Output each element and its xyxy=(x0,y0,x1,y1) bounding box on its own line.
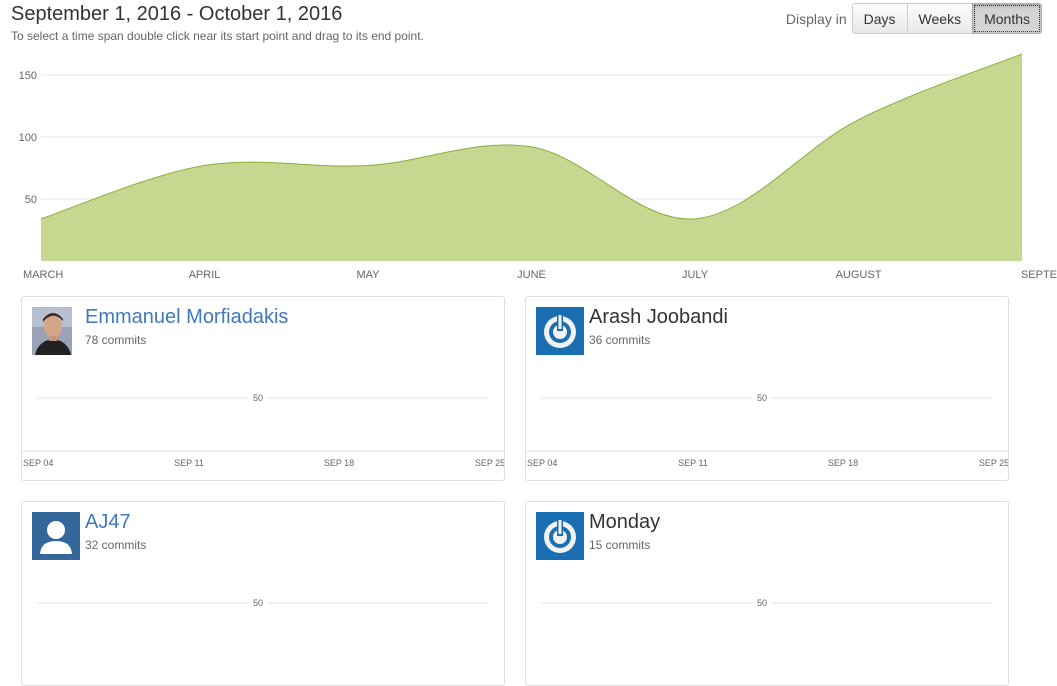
commit-count: 32 commits xyxy=(85,538,147,552)
x-tick-label: SEP 11 xyxy=(174,458,204,468)
contributor-name: Monday xyxy=(589,511,661,533)
contributor-mini-chart: 50 SEP 04 SEP 11 SEP 18 SEP 25 xyxy=(22,390,504,468)
x-tick-label: SEP 11 xyxy=(678,458,708,468)
commits-area-chart[interactable]: 50 100 150 MARCH APRIL MAY JUNE JULY AUGUST SEPTE xyxy=(0,44,1057,286)
days-button[interactable]: Days xyxy=(851,3,908,34)
x-tick-label: SEPTE xyxy=(1021,269,1057,281)
time-span-hint: To select a time span double click near … xyxy=(11,29,424,43)
power-icon xyxy=(536,307,584,355)
commit-count: 36 commits xyxy=(589,333,651,347)
x-tick-label: SEP 18 xyxy=(828,458,858,468)
contributor-card: 50 Monday 15 commits xyxy=(525,501,1009,686)
avatar xyxy=(536,307,584,355)
contributor-card: 50 AJ47 32 commits xyxy=(21,501,505,686)
y-tick-label: 150 xyxy=(19,70,37,82)
contributor-mini-chart: 50 SEP 04 SEP 11 SEP 18 SEP 25 xyxy=(526,390,1008,468)
user-photo-icon xyxy=(32,307,72,355)
gridline-label-bg xyxy=(248,595,268,609)
x-tick-label: SEP 25 xyxy=(979,458,1008,468)
x-tick-label: APRIL xyxy=(189,269,221,281)
date-range-title: September 1, 2016 - October 1, 2016 xyxy=(11,3,343,25)
gridline-label: 50 xyxy=(253,393,263,403)
display-in-label: Display in xyxy=(785,10,847,27)
contributor-card: 50 SEP 04 SEP 11 SEP 18 SEP 25 Emmanuel … xyxy=(21,296,505,481)
gridline-label-bg xyxy=(752,390,772,404)
x-tick-label: MARCH xyxy=(23,269,63,281)
y-tick-label: 50 xyxy=(25,194,37,206)
x-tick-label: JUNE xyxy=(517,269,546,281)
contributor-mini-chart: 50 xyxy=(37,595,489,609)
commits-area xyxy=(41,53,1022,261)
gridline-label: 50 xyxy=(757,598,767,608)
x-tick-label: SEP 18 xyxy=(324,458,354,468)
contributor-name-link[interactable]: AJ47 xyxy=(85,511,131,533)
avatar xyxy=(536,512,584,560)
months-button[interactable]: Months xyxy=(972,3,1042,34)
gridline-label-bg xyxy=(752,595,772,609)
x-tick-label: SEP 04 xyxy=(23,458,53,468)
gridline-label: 50 xyxy=(757,393,767,403)
contributor-mini-chart: 50 xyxy=(541,595,993,609)
avatar[interactable] xyxy=(32,307,80,355)
power-icon xyxy=(536,512,584,560)
x-tick-label: SEP 25 xyxy=(475,458,504,468)
period-button-group: Days Weeks Months xyxy=(851,3,1042,34)
x-tick-label: AUGUST xyxy=(836,269,882,281)
x-tick-label: SEP 04 xyxy=(527,458,557,468)
commit-count: 15 commits xyxy=(589,538,651,552)
default-user-icon xyxy=(32,512,80,560)
gridline-label: 50 xyxy=(253,598,263,608)
contributor-name: Arash Joobandi xyxy=(589,306,728,328)
x-tick-label: MAY xyxy=(356,269,380,281)
avatar[interactable] xyxy=(32,512,80,560)
commits-line xyxy=(40,53,1023,220)
commit-count: 78 commits xyxy=(85,333,147,347)
weeks-button[interactable]: Weeks xyxy=(906,3,974,34)
y-tick-label: 100 xyxy=(19,132,37,144)
x-tick-label: JULY xyxy=(682,269,709,281)
contributor-name-link[interactable]: Emmanuel Morfiadakis xyxy=(85,306,289,328)
gridline-label-bg xyxy=(248,390,268,404)
display-in-control: Display in Days Weeks Months xyxy=(786,3,1042,34)
contributor-card: 50 SEP 04 SEP 11 SEP 18 SEP 25 Arash Joo… xyxy=(525,296,1009,481)
